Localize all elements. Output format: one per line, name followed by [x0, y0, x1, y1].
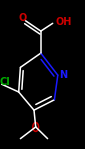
Text: N: N — [59, 70, 68, 80]
Text: Cl: Cl — [0, 77, 11, 87]
Text: O: O — [19, 13, 27, 23]
Text: OH: OH — [55, 17, 72, 27]
